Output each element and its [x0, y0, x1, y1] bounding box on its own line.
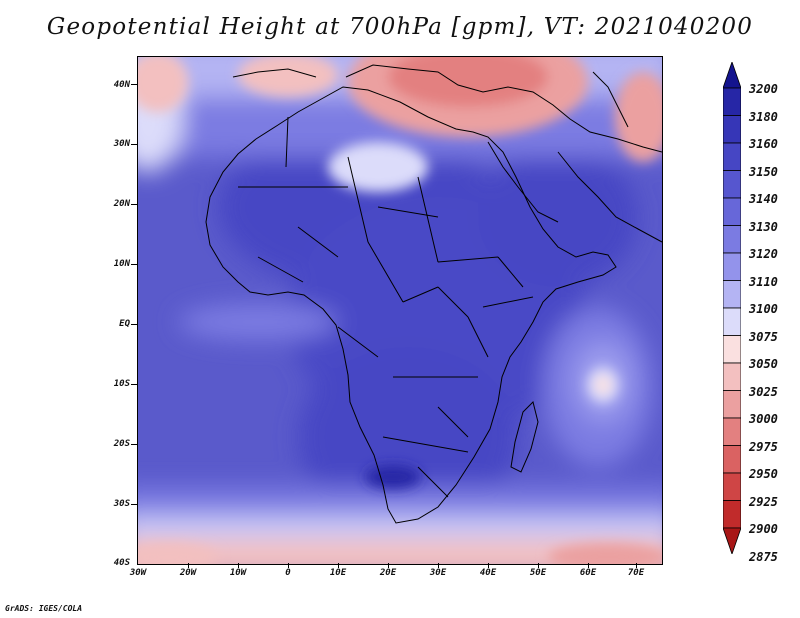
color-bar-swatch	[723, 170, 741, 199]
color-bar-label: 3120	[749, 247, 778, 261]
height-field-shading	[138, 57, 662, 564]
color-bar-label: 2950	[749, 467, 778, 481]
color-bar-label: 3100	[749, 302, 778, 316]
lat-tick	[131, 204, 137, 205]
lat-tick	[131, 144, 137, 145]
lon-label-20e: 20E	[379, 568, 397, 578]
color-bar-label: 3050	[749, 357, 778, 371]
lon-label-50e: 50E	[529, 568, 547, 578]
color-bar-label: 3025	[749, 384, 778, 399]
color-bar-label: 2875	[749, 549, 778, 564]
lat-label-40s: 40S	[113, 558, 130, 568]
lon-tick	[238, 563, 239, 568]
color-bar-label: 3160	[749, 137, 778, 151]
lon-tick	[588, 563, 589, 568]
lon-label-40e: 40E	[479, 568, 497, 578]
lon-tick	[636, 563, 637, 568]
lon-tick	[388, 563, 389, 568]
color-bar-swatch	[723, 445, 741, 474]
lat-tick	[131, 84, 137, 85]
lat-label-eq: EQ	[119, 319, 130, 329]
lon-label-30e: 30E	[429, 568, 447, 578]
color-bar-swatch	[723, 197, 741, 226]
color-bar-swatch	[723, 142, 741, 171]
lon-label-60e: 60E	[579, 568, 597, 578]
lat-tick	[131, 504, 137, 505]
color-bar-label: 3075	[749, 329, 778, 344]
lat-tick	[131, 324, 137, 325]
lon-tick	[538, 563, 539, 568]
lat-label-10n: 10N	[113, 259, 130, 269]
lon-tick	[438, 563, 439, 568]
color-bar-label: 3130	[749, 219, 778, 234]
color-bar-label: 3150	[749, 164, 778, 179]
color-bar-label: 3110	[749, 274, 778, 289]
grads-credit: GrADS: IGES/COLA	[5, 604, 83, 613]
lat-tick	[131, 384, 137, 385]
lon-label-30w: 30W	[129, 568, 147, 578]
color-bar-swatch	[723, 500, 741, 529]
color-bar-swatch	[723, 87, 741, 116]
lat-label-20s: 20S	[113, 439, 130, 449]
color-bar-swatch	[723, 417, 741, 446]
color-bar-swatch	[723, 307, 741, 336]
color-bar-label: 3140	[749, 192, 778, 206]
color-bar	[723, 62, 741, 554]
lon-tick	[338, 563, 339, 568]
color-bar-label: 2900	[749, 522, 778, 536]
color-bar-label: 2925	[749, 494, 778, 509]
color-bar-swatch	[723, 472, 741, 501]
lat-tick	[131, 264, 137, 265]
color-bar-swatch	[723, 115, 741, 144]
lat-label-30n: 30N	[113, 139, 130, 149]
lon-tick	[288, 563, 289, 568]
color-bar-swatch	[723, 225, 741, 254]
lon-tick	[188, 563, 189, 568]
map-canvas	[138, 57, 662, 564]
color-bar-swatch	[723, 527, 741, 554]
lat-label-40n: 40N	[113, 80, 130, 90]
chart-title: Geopotential Height at 700hPa [gpm], VT:…	[46, 14, 754, 40]
color-bar-label: 3000	[749, 412, 778, 426]
lat-label-10s: 10S	[113, 379, 130, 389]
color-bar-swatch	[723, 335, 741, 364]
map-panel	[137, 56, 663, 565]
lon-label-10e: 10E	[329, 568, 347, 578]
lat-tick	[131, 444, 137, 445]
color-bar-label: 3200	[749, 82, 778, 96]
lon-label-20w: 20W	[179, 568, 197, 578]
color-bar-swatch	[723, 362, 741, 391]
color-bar-swatch	[723, 252, 741, 281]
color-bar-swatch	[723, 280, 741, 309]
color-bar-swatch	[723, 390, 741, 419]
lat-label-20n: 20N	[113, 199, 130, 209]
lon-label-0: 0	[285, 568, 291, 578]
coastlines	[205, 64, 662, 524]
lon-label-10w: 10W	[229, 568, 247, 578]
color-bar-label: 3180	[749, 109, 778, 124]
lon-label-70e: 70E	[627, 568, 645, 578]
color-bar-label: 2975	[749, 439, 778, 454]
lon-tick	[488, 563, 489, 568]
color-bar-swatch	[723, 62, 741, 89]
lat-label-30s: 30S	[113, 499, 130, 509]
